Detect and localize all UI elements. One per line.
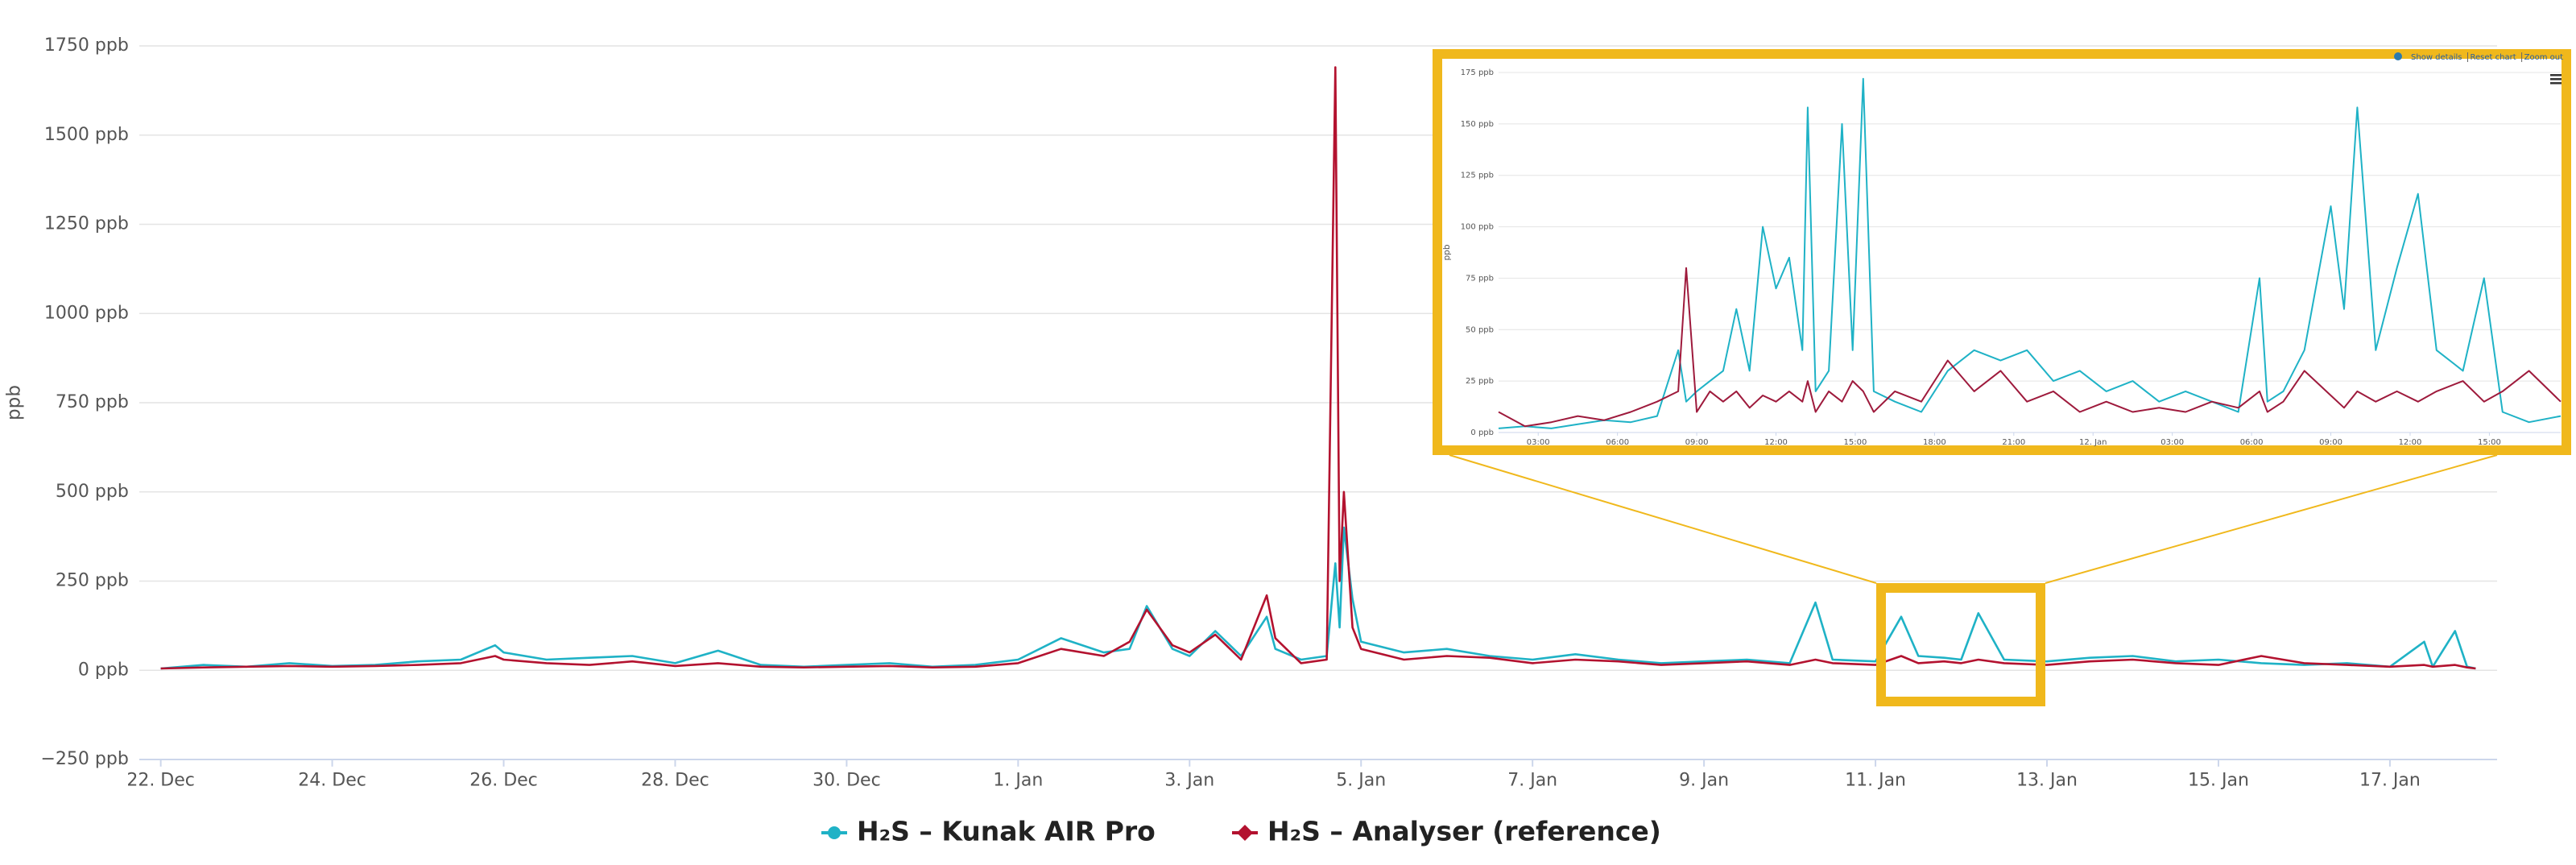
y-tick-label: 1000 ppb: [44, 303, 129, 323]
data-line: [1498, 267, 2562, 428]
connector: [1449, 454, 1877, 584]
info-icon[interactable]: [2394, 52, 2402, 60]
toolbar-link[interactable]: Show details: [2411, 53, 2462, 62]
y-tick-label: 25 ppb: [1466, 377, 1494, 386]
y-tick-label: 125 ppb: [1461, 172, 1494, 180]
toolbar-link[interactable]: Reset chart: [2471, 53, 2516, 62]
menu-bar: [2550, 74, 2562, 77]
y-axis-label: ppb: [1442, 244, 1452, 260]
x-tick-label: 24. Dec: [298, 770, 366, 790]
y-tick-label: 75 ppb: [1466, 274, 1494, 283]
x-tick-label: 17. Jan: [2359, 770, 2421, 790]
x-tick-label: 15:00: [2478, 438, 2501, 447]
x-tick-label: 03:00: [2160, 438, 2184, 447]
legend-marker: [1237, 825, 1253, 841]
data-line: [160, 66, 2476, 670]
legend-marker: [828, 826, 841, 839]
connector: [2045, 454, 2498, 584]
x-tick-label: 06:00: [1606, 438, 1629, 447]
zoom-highlight: [1449, 454, 2498, 706]
x-tick-label: 13. Jan: [2016, 770, 2078, 790]
x-tick-label: 12. Jan: [2079, 438, 2107, 447]
toolbar-link[interactable]: Zoom out: [2524, 53, 2563, 62]
zoom-rectangle: [1876, 583, 2045, 706]
y-tick-label: 50 ppb: [1466, 325, 1494, 334]
x-tick-label: 3. Jan: [1164, 770, 1214, 790]
x-tick-label: 15:00: [1844, 438, 1867, 447]
y-tick-label: −250 ppb: [40, 749, 128, 769]
x-tick-label: 18:00: [1923, 438, 1946, 447]
x-tick-label: 7. Jan: [1507, 770, 1557, 790]
x-tick-label: 12:00: [2399, 438, 2422, 447]
x-tick-label: 1. Jan: [993, 770, 1043, 790]
x-tick-label: 30. Dec: [812, 770, 881, 790]
y-tick-label: 750 ppb: [56, 392, 129, 412]
menu-icon[interactable]: [2550, 74, 2562, 85]
menu-bar: [2550, 82, 2562, 85]
data-line: [160, 526, 2476, 670]
legend-label[interactable]: H₂S – Analyser (reference): [1267, 816, 1661, 847]
y-tick-label: 0 ppb: [78, 660, 129, 680]
data-line: [1498, 77, 2562, 429]
inset-frame: [1433, 49, 2571, 455]
x-tick-label: 11. Jan: [1845, 770, 1906, 790]
y-tick-label: 0 ppb: [1470, 428, 1494, 437]
y-tick-label: 500 ppb: [56, 482, 129, 502]
x-tick-label: 21:00: [2002, 438, 2025, 447]
y-tick-label: 1500 ppb: [44, 125, 129, 145]
x-tick-label: 5. Jan: [1336, 770, 1386, 790]
x-tick-label: 26. Dec: [469, 770, 538, 790]
x-tick-label: 06:00: [2240, 438, 2264, 447]
x-tick-label: 22. Dec: [126, 770, 195, 790]
x-tick-label: 28. Dec: [641, 770, 709, 790]
y-tick-label: 250 ppb: [56, 571, 129, 591]
y-tick-label: 150 ppb: [1461, 120, 1494, 129]
menu-bar: [2550, 78, 2562, 81]
inset-chart: 0 ppb 25 ppb 50 ppb 75 ppb 100 ppb 125 ppb 150…: [1433, 49, 2571, 455]
y-tick-label: 100 ppb: [1461, 223, 1494, 232]
y-tick-label: 1250 ppb: [44, 214, 129, 234]
x-tick-label: 09:00: [2319, 438, 2342, 447]
x-tick-label: 12:00: [1764, 438, 1788, 447]
y-tick-label: 1750 ppb: [44, 35, 129, 56]
y-axis-label: ppb: [4, 385, 25, 420]
x-tick-label: 9. Jan: [1679, 770, 1729, 790]
y-tick-label: 175 ppb: [1461, 68, 1494, 77]
x-tick-label: 09:00: [1685, 438, 1709, 447]
x-tick-label: 03:00: [1527, 438, 1550, 447]
legend-label[interactable]: H₂S – Kunak AIR Pro: [857, 816, 1156, 847]
x-tick-label: 15. Jan: [2188, 770, 2249, 790]
